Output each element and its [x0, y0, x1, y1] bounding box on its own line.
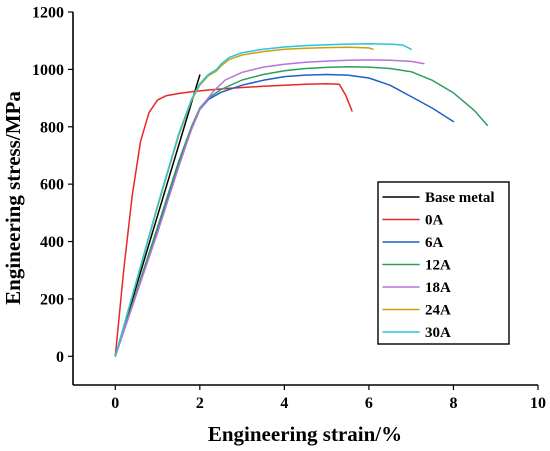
series-line-0a: [114, 82, 353, 358]
x-tick-label: 4: [280, 395, 288, 412]
x-tick-label: 6: [365, 395, 373, 412]
y-tick-label: 1000: [32, 62, 64, 79]
legend-label-18a: 18A: [425, 280, 451, 296]
x-tick-label: 8: [449, 395, 457, 412]
series-line-base-metal: [114, 74, 201, 358]
legend-label-0a: 0A: [425, 213, 444, 229]
series-line-6a: [114, 73, 455, 358]
series-line-30a: [114, 43, 412, 358]
y-tick-label: 400: [40, 234, 64, 251]
y-axis-title: Engineering stress/MPa: [1, 91, 25, 305]
x-tick-label: 2: [196, 395, 204, 412]
legend-label-24a: 24A: [425, 303, 451, 319]
x-axis-title: Engineering strain/%: [208, 422, 402, 446]
legend-label-12a: 12A: [425, 258, 451, 274]
y-ticks: 0 200 400 600 800 1000 1200: [32, 5, 73, 366]
x-tick-label: 10: [530, 395, 546, 412]
series-layer: [114, 43, 489, 358]
series-line-12a: [114, 66, 489, 358]
legend: Base metal 0A 6A 12A 18A 24A 30A: [377, 181, 510, 345]
y-tick-label: 200: [40, 291, 64, 308]
legend-box: [377, 181, 510, 345]
plot-frame: [72, 12, 538, 386]
series-line-24a: [114, 46, 374, 358]
y-tick-label: 600: [40, 177, 64, 194]
legend-label-6a: 6A: [425, 235, 444, 251]
y-tick-label: 0: [56, 349, 64, 366]
x-tick-label: 0: [111, 395, 119, 412]
y-tick-label: 1200: [32, 5, 64, 22]
y-tick-label: 800: [40, 119, 64, 136]
x-ticks: 0 2 4 6 8 10: [111, 385, 546, 412]
legend-label-base-metal: Base metal: [425, 190, 495, 206]
series-line-18a: [114, 59, 425, 358]
legend-label-30a: 30A: [425, 325, 451, 341]
